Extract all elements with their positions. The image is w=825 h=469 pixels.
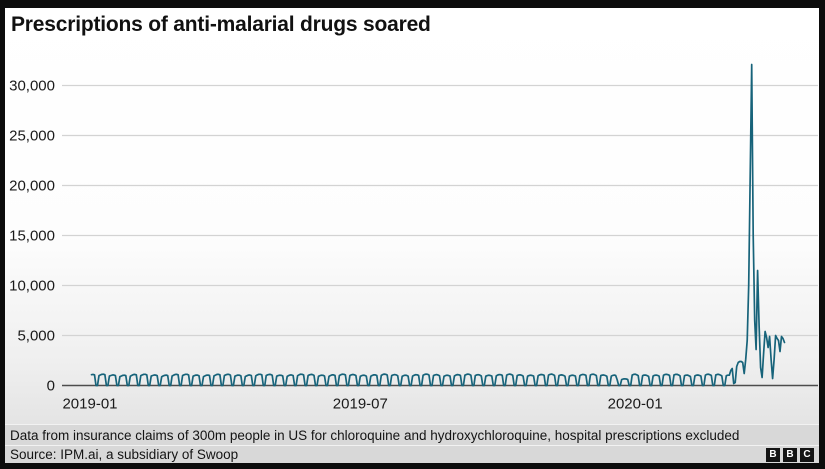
y-tick-label: 10,000 [9, 278, 55, 295]
title-bar: Prescriptions of anti-malarial drugs soa… [5, 8, 819, 44]
bbc-logo: B B C [766, 447, 814, 462]
x-tick-label: 2020-01 [608, 396, 663, 413]
footnote-bar: Data from insurance claims of 300m peopl… [5, 424, 819, 445]
prescriptions-line [90, 63, 786, 387]
source-bar: Source: IPM.ai, a subsidiary of Swoop B … [5, 445, 819, 463]
y-tick-label: 15,000 [9, 228, 55, 245]
chart-canvas: 0 5,000 10,000 15,000 20,000 25,000 30,000 2019… [9, 63, 818, 413]
y-tick-label: 5,000 [17, 328, 55, 345]
y-tick-label: 25,000 [9, 128, 55, 145]
page-title: Prescriptions of anti-malarial drugs soa… [11, 13, 431, 36]
y-tick-label: 0 [47, 378, 55, 395]
y-tick-label: 20,000 [9, 178, 55, 195]
source-text: Source: IPM.ai, a subsidiary of Swoop [10, 447, 239, 462]
x-tick-label: 2019-07 [333, 396, 388, 413]
bbc-logo-letter: C [800, 447, 814, 462]
footnote-text: Data from insurance claims of 300m peopl… [10, 427, 740, 443]
y-tick-label: 30,000 [9, 78, 55, 95]
bbc-logo-letter: B [783, 447, 797, 462]
bbc-logo-letter: B [766, 447, 780, 462]
chart-panel: Prescriptions of anti-malarial drugs soa… [5, 8, 819, 424]
x-tick-label: 2019-01 [62, 396, 117, 413]
